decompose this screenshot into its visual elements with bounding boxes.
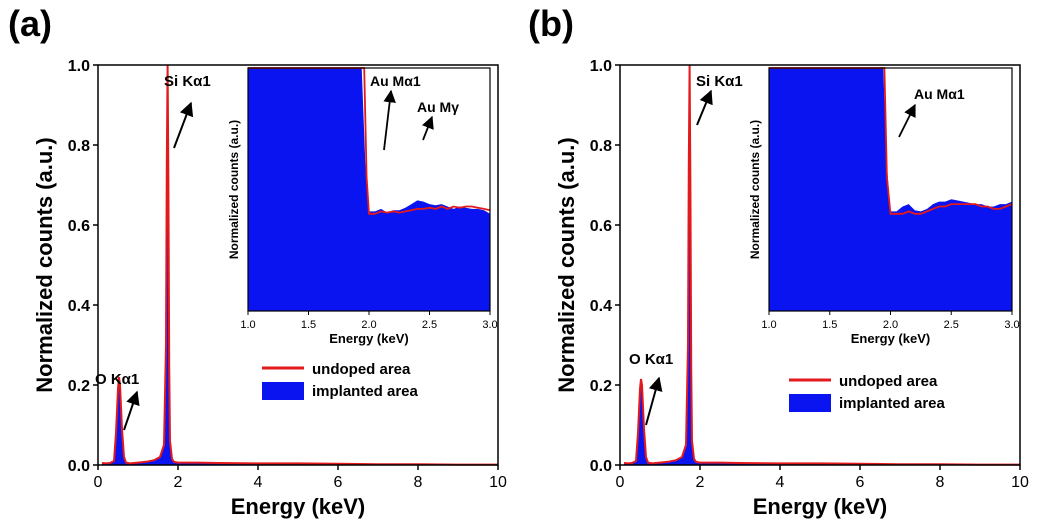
annotation-arrow: [173, 101, 194, 149]
inset-x-tick-label: 2.5: [944, 319, 959, 331]
inset-peak-annotation: Au Mα1: [914, 86, 965, 102]
y-axis-title: Normalized counts (a.u.): [554, 137, 579, 392]
x-tick-label: 8: [936, 474, 945, 491]
y-axis-title: Normalized counts (a.u.): [32, 137, 57, 392]
peak-annotation: Si Kα1: [164, 73, 211, 90]
legend-label-undoped: undoped area: [839, 373, 938, 390]
chart-panel-a: (a) 0 2 4 6 8 10 0.0 0.2 0.4 0.6 0.8 1.0 Energy (keV)…: [8, 3, 507, 519]
x-tick-label: 8: [414, 474, 423, 491]
inset-chart: 1.0 1.5 2.0 2.5 3.0 Energy (keV) Normalized co…: [227, 67, 498, 346]
legend: undoped area implanted area: [262, 361, 419, 400]
inset-y-axis-title: Normalized counts (a.u.): [227, 120, 241, 259]
y-tick-label: 0.0: [590, 458, 612, 475]
legend: undoped area implanted area: [789, 373, 946, 412]
y-tick-label: 0.0: [68, 458, 90, 475]
y-tick-label: 1.0: [68, 58, 90, 75]
legend-swatch-implanted: [262, 382, 304, 400]
panel-label: (a): [8, 3, 52, 44]
annotation-arrow: [123, 390, 140, 431]
inset-peak-annotation: Au Mγ: [417, 99, 459, 115]
inset-annotation-arrow: [898, 103, 916, 138]
inset-series-undoped-area-line: [248, 67, 491, 215]
inset-x-tick-label: 2.0: [883, 319, 898, 331]
annotation-arrow: [645, 376, 663, 426]
inset-x-tick-label: 2.5: [422, 319, 437, 331]
x-tick-label: 2: [696, 474, 705, 491]
x-tick-label: 2: [174, 474, 183, 491]
series-undoped-area-line: [623, 64, 1020, 466]
inset-series-undoped-area-line: [769, 67, 1013, 215]
panel-label: (b): [528, 3, 574, 44]
y-tick-label: 0.8: [590, 138, 612, 155]
y-tick-label: 0.4: [590, 298, 612, 315]
x-tick-label: 6: [856, 474, 865, 491]
plot-frame: [97, 64, 499, 466]
y-tick-label: 0.6: [68, 218, 90, 235]
y-tick-label: 0.4: [68, 298, 90, 315]
annotation-arrow: [696, 89, 713, 126]
x-tick-label: 4: [254, 474, 263, 491]
y-tick-label: 0.2: [590, 378, 612, 395]
inset-x-tick-label: 1.0: [761, 319, 776, 331]
x-tick-label: 6: [334, 474, 343, 491]
inset-series-implanted-area-fill: [769, 68, 1012, 311]
x-tick-label: 0: [94, 474, 103, 491]
legend-label-implanted: implanted area: [312, 383, 419, 400]
inset-x-tick-label: 1.5: [301, 319, 316, 331]
y-tick-label: 0.6: [590, 218, 612, 235]
inset-annotation-arrow: [422, 115, 434, 141]
inset-series-implanted-area-fill: [248, 68, 490, 311]
inset-x-axis-title: Energy (keV): [851, 331, 930, 346]
peak-annotation: O Kα1: [95, 371, 139, 388]
x-axis-title: Energy (keV): [753, 494, 888, 519]
inset-x-tick-label: 3.0: [482, 319, 497, 331]
peak-annotation: O Kα1: [629, 351, 673, 368]
x-axis-title: Energy (keV): [231, 494, 366, 519]
x-tick-label: 10: [1011, 474, 1029, 491]
inset-x-tick-label: 1.5: [822, 319, 837, 331]
plot-frame: [619, 64, 1021, 466]
inset-x-tick-label: 2.0: [361, 319, 376, 331]
y-tick-label: 0.8: [68, 138, 90, 155]
inset-peak-annotation: Au Mα1: [370, 73, 421, 89]
chart-panel-b: (b) 0 2 4 6 8 10 0.0 0.2 0.4 0.6 0.8 1.0 Energy (keV)…: [528, 3, 1029, 519]
inset-chart: 1.0 1.5 2.0 2.5 3.0 Energy (keV) Normalized co…: [748, 67, 1020, 346]
x-tick-label: 0: [616, 474, 625, 491]
peak-annotation: Si Kα1: [696, 73, 743, 90]
x-tick-label: 4: [776, 474, 785, 491]
y-tick-label: 0.2: [68, 378, 90, 395]
inset-x-axis-title: Energy (keV): [329, 331, 408, 346]
legend-label-undoped: undoped area: [312, 361, 411, 378]
inset-annotation-arrow: [383, 89, 396, 151]
legend-label-implanted: implanted area: [839, 395, 946, 412]
series-undoped-area-line: [101, 64, 498, 466]
x-tick-label: 10: [489, 474, 507, 491]
inset-x-tick-label: 1.0: [240, 319, 255, 331]
y-tick-label: 1.0: [590, 58, 612, 75]
legend-swatch-implanted: [789, 394, 831, 412]
inset-y-axis-title: Normalized counts (a.u.): [748, 120, 762, 259]
inset-x-tick-label: 3.0: [1004, 319, 1019, 331]
